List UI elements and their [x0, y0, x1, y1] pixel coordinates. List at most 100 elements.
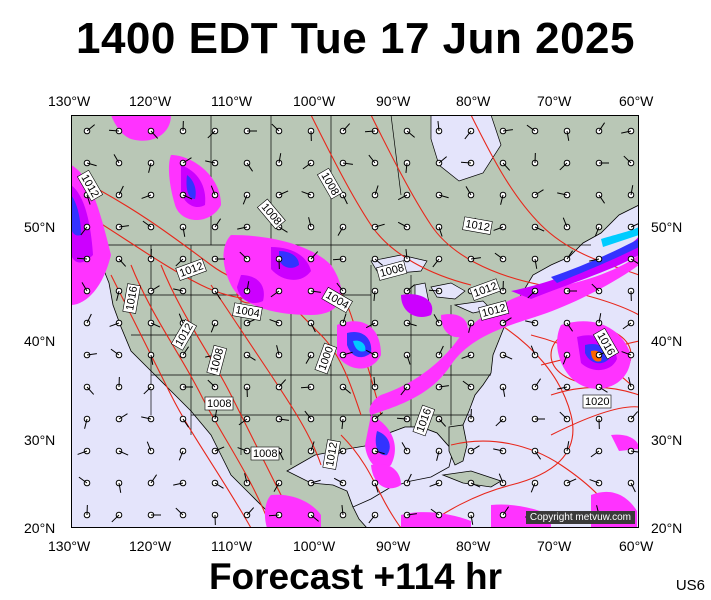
wind-barb-staff — [86, 124, 95, 132]
wind-barb-staff — [237, 447, 248, 452]
lon-label-bottom: 80°W — [456, 538, 491, 554]
wind-barb-staff — [374, 258, 383, 266]
wind-barb-staff — [530, 345, 536, 356]
wind-barb-staff — [534, 450, 542, 460]
wind-barb-staff — [86, 162, 97, 167]
wind-barb-staff — [438, 156, 447, 164]
forecast-label: Forecast +114 hr — [208, 556, 503, 597]
lat-label-left: 20°N — [24, 520, 56, 536]
wind-barb-staff — [342, 386, 351, 394]
wind-barb-staff — [278, 153, 282, 164]
wind-barb-staff — [239, 251, 248, 260]
wind-barb-staff — [118, 185, 124, 196]
wind-barb-staff — [118, 258, 127, 267]
wind-barb-staff — [276, 345, 280, 356]
lon-label-top: 90°W — [376, 93, 411, 109]
wind-barb-staff — [594, 226, 600, 237]
wind-station-marker — [83, 447, 91, 455]
wind-barb-staff — [246, 507, 255, 516]
wind-barb-staff — [310, 441, 315, 452]
wind-barb-staff — [246, 354, 256, 361]
wind-barb-staff — [80, 226, 88, 236]
wind-barb-staff — [470, 445, 480, 452]
wind-barb-staff — [214, 409, 218, 420]
wind-barb-staff — [433, 314, 440, 324]
wind-barb-staff — [237, 226, 248, 230]
wind-barb-staff — [534, 226, 545, 232]
wind-barb-staff — [310, 479, 321, 484]
wind-barb-staff — [589, 479, 600, 484]
wind-barb-staff — [438, 418, 447, 427]
wind-barb-staff — [502, 354, 513, 360]
wind-barb-staff — [428, 289, 440, 292]
wind-barb-staff — [108, 129, 120, 132]
wind-barb-staff — [148, 162, 152, 173]
wind-barb-staff — [562, 217, 568, 228]
wind-barb-staff — [364, 130, 376, 133]
wind-barb-staff — [493, 448, 504, 452]
wind-barb-staff — [150, 474, 158, 484]
wind-barbs — [76, 120, 639, 526]
wind-barb-staff — [308, 217, 312, 228]
wind-barb-staff — [336, 282, 344, 292]
wind-barb-staff — [214, 290, 222, 300]
wind-barb-staff — [566, 322, 574, 332]
lon-label-top: 60°W — [619, 93, 654, 109]
wind-barb-staff — [557, 192, 568, 196]
lon-label-bottom: 70°W — [537, 538, 572, 554]
wind-barb-staff — [214, 482, 224, 489]
lon-label-bottom: 130°W — [48, 538, 91, 554]
wind-barb-staff — [461, 354, 472, 359]
wind-barb-staff — [86, 353, 97, 356]
wind-barb-staff — [590, 450, 600, 458]
isobar-labels: 1012 1008 1008 1012 1016 1012 1008 1004 … — [76, 167, 620, 470]
wind-barb-staff — [397, 194, 408, 201]
wind-barb-staff — [598, 313, 602, 324]
isobar-label: 1008 — [207, 398, 231, 410]
wind-station-marker — [627, 127, 635, 135]
wind-barb-staff — [278, 226, 288, 233]
wind-barb-staff — [374, 482, 379, 493]
wind-barb-staff — [341, 418, 344, 429]
wind-barb-staff — [143, 386, 152, 395]
lon-label-bottom: 120°W — [129, 538, 172, 554]
wind-barb-staff — [502, 162, 511, 171]
wind-barb-staff — [341, 505, 344, 516]
wind-barb-staff — [207, 379, 216, 388]
lon-label-top: 100°W — [293, 93, 336, 109]
wind-barb-staff — [396, 417, 408, 420]
wind-barb-staff — [182, 346, 190, 356]
lon-label-bottom: 110°W — [211, 538, 253, 554]
wind-barb-staff — [118, 482, 122, 493]
wind-barb-staff — [559, 162, 568, 171]
hudson-bay — [430, 115, 502, 182]
wind-barb-staff — [621, 351, 632, 356]
wind-barb-staff — [76, 257, 88, 260]
wind-barb-staff — [430, 508, 440, 516]
wind-barb-staff — [86, 386, 95, 395]
wind-barb-staff — [150, 130, 159, 139]
wind-barb-staff — [86, 194, 91, 205]
isobar-label: 1004 — [234, 304, 260, 320]
wind-barb-staff — [207, 130, 216, 139]
wind-barb-staff — [405, 249, 408, 260]
isobars — [71, 115, 639, 528]
wind-barb-staff — [273, 482, 280, 492]
wind-barb-staff — [300, 386, 312, 389]
wind-barb-staff — [562, 354, 568, 365]
wind-barb-staff — [464, 130, 472, 140]
wind-barb-staff — [244, 473, 248, 484]
wind-barb-staff — [305, 354, 312, 364]
wind-barb-staff — [150, 354, 154, 365]
wind-barb-staff — [500, 194, 504, 205]
isobar-label: 1012 — [464, 218, 490, 234]
wind-barb-staff — [182, 157, 192, 164]
wind-barb-staff — [406, 130, 415, 138]
wind-barb-staff — [374, 223, 385, 228]
wind-barb-staff — [438, 226, 443, 237]
wind-barb-staff — [470, 482, 481, 488]
wind-barb-staff — [498, 473, 504, 484]
wind-barb-staff — [429, 482, 440, 487]
wind-barb-staff — [401, 442, 408, 452]
region-code: US6 — [675, 577, 705, 594]
